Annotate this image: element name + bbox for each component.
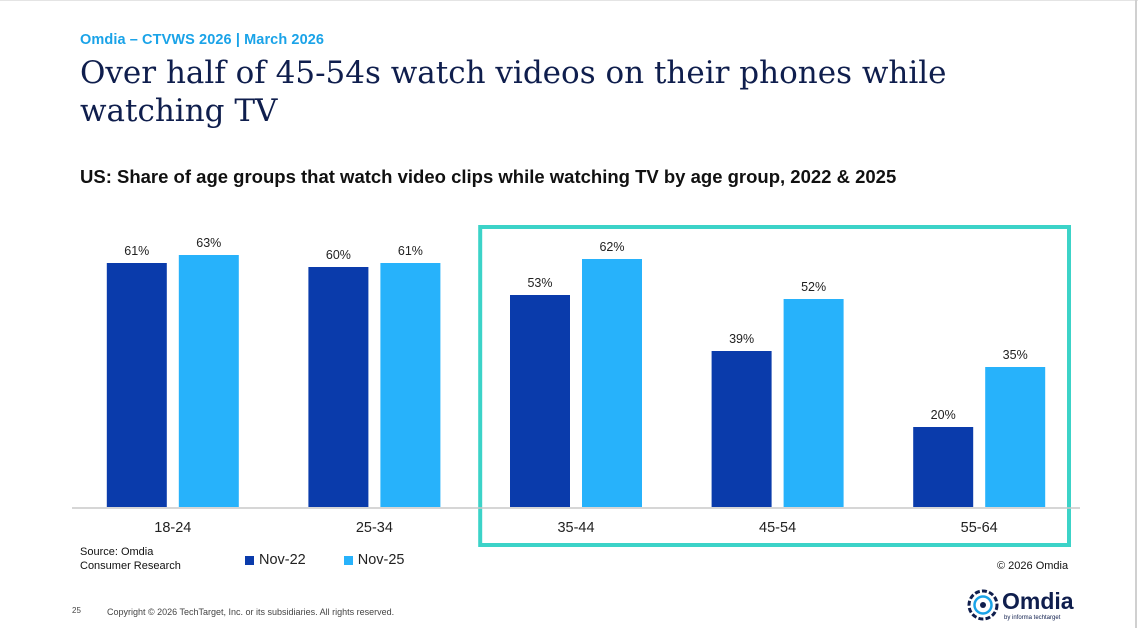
legal-footer: Copyright © 2026 TechTarget, Inc. or its… xyxy=(107,607,395,617)
highlight-box xyxy=(478,225,1071,547)
slide-right-edge xyxy=(1135,0,1137,628)
source-line-2: Consumer Research xyxy=(80,560,181,572)
bar-nov-25-55-64 xyxy=(985,367,1046,507)
omdia-logo-text: Omdia xyxy=(1002,588,1074,614)
omdia-copyright: © 2026 Omdia xyxy=(997,560,1069,572)
bar-nov-22-45-54 xyxy=(711,351,772,507)
data-label-nov-25-55-64: 35% xyxy=(1003,348,1028,362)
omdia-logo: Omdia by informa techtarget xyxy=(966,588,1086,624)
legend-item-nov-22: Nov-22 xyxy=(245,552,306,568)
x-tick-label-55-64: 55-64 xyxy=(961,520,998,536)
legend-swatch-nov-25 xyxy=(343,555,353,565)
bar-nov-22-25-34 xyxy=(308,267,369,507)
omdia-logo-subtext: by informa techtarget xyxy=(1004,615,1061,621)
legend-label-nov-22: Nov-22 xyxy=(259,552,306,568)
data-label-nov-22-25-34: 60% xyxy=(326,248,351,262)
slide-title: Over half of 45-54s watch videos on thei… xyxy=(80,55,947,129)
source-note: Source: Omdia Consumer Research xyxy=(80,545,181,573)
omdia-logo-icon xyxy=(967,589,999,621)
bar-nov-25-25-34 xyxy=(380,263,441,507)
legend-label-nov-25: Nov-25 xyxy=(357,552,405,568)
bar-nov-25-45-54 xyxy=(783,299,844,507)
report-kicker: Omdia – CTVWS 2026 | March 2026 xyxy=(80,32,325,48)
data-label-nov-22-55-64: 20% xyxy=(931,408,956,422)
legend-swatch-nov-22 xyxy=(245,555,254,565)
bar-nov-22-35-44 xyxy=(510,295,570,507)
data-label-nov-22-35-44: 53% xyxy=(527,276,552,290)
x-tick-label-18-24: 18-24 xyxy=(154,520,191,536)
bar-nov-22-55-64 xyxy=(913,427,974,507)
chart-title: US: Share of age groups that watch video… xyxy=(80,166,897,187)
source-line-1: Source: Omdia xyxy=(80,546,154,558)
x-tick-label-35-44: 35-44 xyxy=(557,520,594,536)
data-label-nov-25-25-34: 61% xyxy=(398,244,423,258)
chart-legend: Nov-22 Nov-25 xyxy=(245,552,443,568)
data-label-nov-25-35-44: 62% xyxy=(599,240,624,254)
slide-top-edge xyxy=(0,0,1138,1)
bar-nov-22-18-24 xyxy=(106,263,167,507)
legend-item-nov-25: Nov-25 xyxy=(343,552,405,568)
data-label-nov-22-45-54: 39% xyxy=(729,332,754,346)
page-number: 25 xyxy=(72,606,81,615)
data-label-nov-25-45-54: 52% xyxy=(801,280,826,294)
bar-nov-25-35-44 xyxy=(582,259,642,507)
x-tick-label-25-34: 25-34 xyxy=(356,520,393,536)
data-label-nov-25-18-24: 63% xyxy=(196,236,221,250)
data-label-nov-22-18-24: 61% xyxy=(124,244,149,258)
bar-nov-25-18-24 xyxy=(178,255,239,507)
x-tick-label-45-54: 45-54 xyxy=(759,520,796,536)
